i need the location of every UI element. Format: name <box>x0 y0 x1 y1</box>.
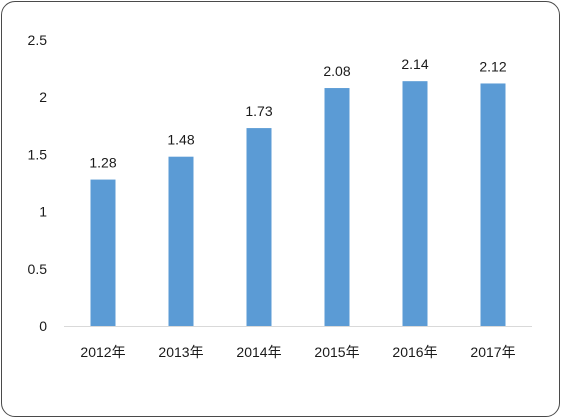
bar <box>402 81 428 327</box>
x-tick-label: 2012年 <box>80 344 125 360</box>
y-tick-label: 2.5 <box>28 32 48 48</box>
y-tick-label: 0.5 <box>28 261 48 277</box>
data-labels: 1.28 1.48 1.73 2.08 2.14 2.12 <box>89 56 506 170</box>
x-tick-label: 2013年 <box>158 344 203 360</box>
x-tick-label: 2017年 <box>470 344 515 360</box>
bar <box>246 128 272 326</box>
bar <box>324 88 350 326</box>
data-label: 1.73 <box>245 103 272 119</box>
bars <box>90 81 506 327</box>
data-label: 2.12 <box>479 58 506 74</box>
y-tick-label: 1 <box>39 204 47 220</box>
bar <box>90 179 116 326</box>
data-label: 2.08 <box>323 63 350 79</box>
bar <box>168 156 194 326</box>
y-tick-label: 2 <box>39 89 47 105</box>
y-tick-label: 0 <box>39 318 47 334</box>
x-tick-label: 2015年 <box>314 344 359 360</box>
y-tick-label: 1.5 <box>28 146 48 162</box>
x-tick-label: 2016年 <box>392 344 437 360</box>
bar <box>480 83 506 326</box>
data-label: 1.48 <box>167 132 194 148</box>
x-axis: 2012年 2013年 2014年 2015年 2016年 2017年 <box>80 344 515 360</box>
x-tick-label: 2014年 <box>236 344 281 360</box>
y-axis: 0 0.5 1 1.5 2 2.5 <box>28 32 48 334</box>
data-label: 2.14 <box>401 56 428 72</box>
data-label: 1.28 <box>89 155 116 171</box>
